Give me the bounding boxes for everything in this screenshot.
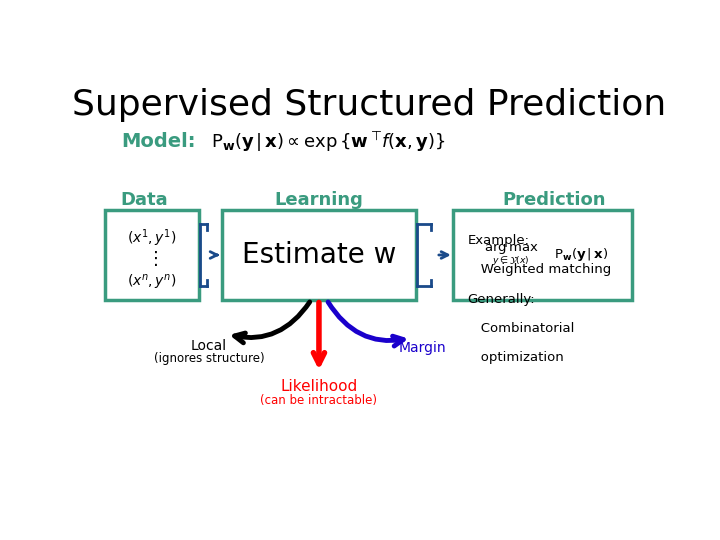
Text: Generally:: Generally: — [467, 293, 535, 306]
Text: Data: Data — [120, 191, 168, 208]
Text: Learning: Learning — [274, 191, 364, 208]
Text: (can be intractable): (can be intractable) — [261, 394, 377, 407]
Text: Model:: Model: — [121, 132, 196, 151]
Text: Prediction: Prediction — [502, 191, 606, 208]
Text: $\mathrm{P}_\mathbf{w}(\mathbf{y}\,|\,\mathbf{x})$: $\mathrm{P}_\mathbf{w}(\mathbf{y}\,|\,\m… — [554, 246, 608, 264]
Text: $\mathrm{P}_\mathbf{w}(\mathbf{y}\,|\,\mathbf{x}) \propto \exp\{\mathbf{w}^\top\: $\mathrm{P}_\mathbf{w}(\mathbf{y}\,|\,\m… — [211, 130, 446, 154]
Text: Combinatorial: Combinatorial — [467, 322, 574, 335]
Text: Estimate w: Estimate w — [242, 241, 396, 269]
Text: Weighted matching: Weighted matching — [467, 264, 611, 276]
Text: Margin: Margin — [399, 341, 446, 355]
Text: Example:: Example: — [467, 234, 529, 247]
Text: optimization: optimization — [467, 351, 563, 364]
Text: $(x^1, y^1)$: $(x^1, y^1)$ — [127, 227, 176, 249]
Text: Supervised Structured Prediction: Supervised Structured Prediction — [72, 88, 666, 122]
FancyBboxPatch shape — [222, 211, 416, 300]
Text: $(x^n, y^n)$: $(x^n, y^n)$ — [127, 273, 176, 292]
Text: $\underset{y\in\mathcal{Y}(x)}{\arg\max}$: $\underset{y\in\mathcal{Y}(x)}{\arg\max}… — [485, 242, 539, 268]
Text: (ignores structure): (ignores structure) — [153, 353, 264, 366]
Text: Likelihood: Likelihood — [280, 379, 358, 394]
Text: $\vdots$: $\vdots$ — [146, 249, 158, 268]
FancyBboxPatch shape — [453, 211, 631, 300]
Text: Local: Local — [191, 339, 227, 353]
FancyBboxPatch shape — [105, 211, 199, 300]
